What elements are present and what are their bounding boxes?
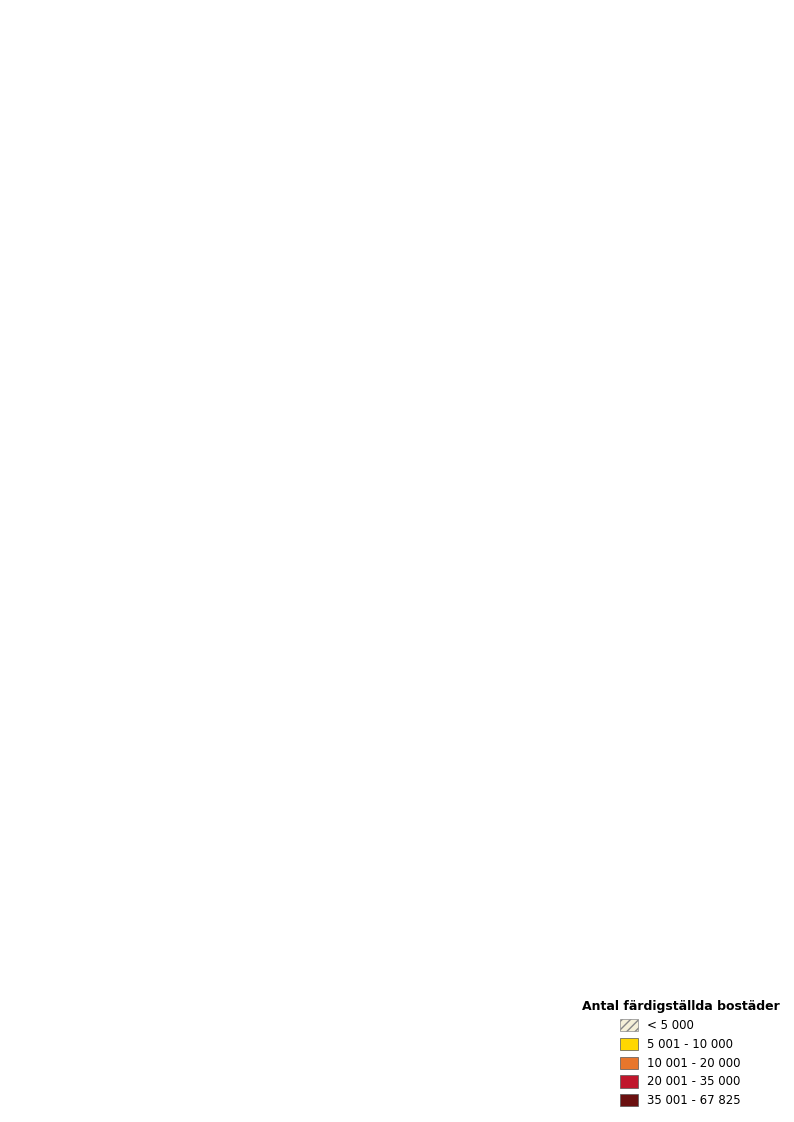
Legend: < 5 000, 5 001 - 10 000, 10 001 - 20 000, 20 001 - 35 000, 35 001 - 67 825: < 5 000, 5 001 - 10 000, 10 001 - 20 000… <box>576 994 785 1113</box>
